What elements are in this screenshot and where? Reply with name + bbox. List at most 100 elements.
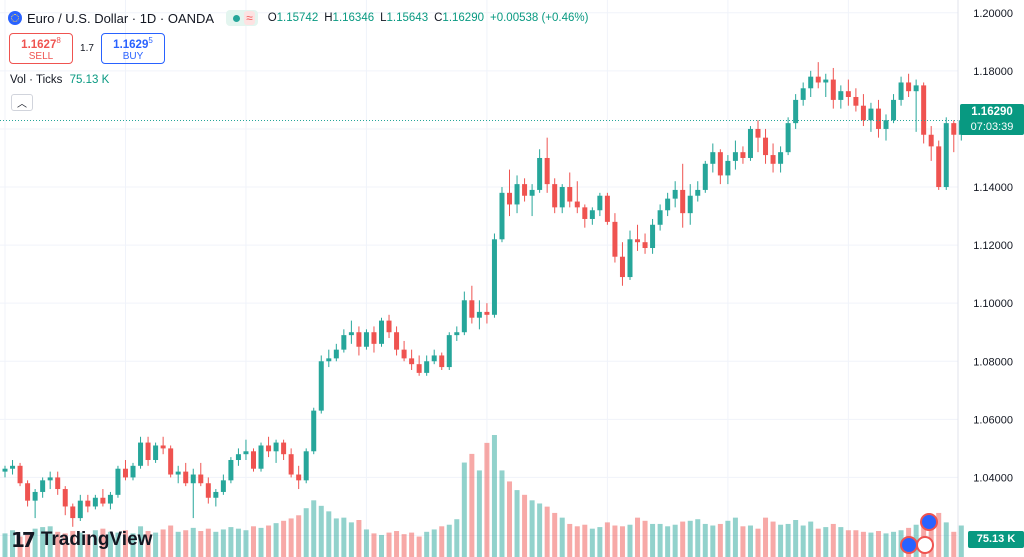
volume-bar <box>235 528 241 557</box>
volume-bar <box>394 531 400 557</box>
y-tick-label: 1.08000 <box>973 356 1013 368</box>
buy-button[interactable]: 1.16295 BUY <box>101 33 165 64</box>
volume-bar <box>371 533 377 557</box>
candle-body <box>469 300 475 318</box>
candle-body <box>875 108 881 129</box>
candle-body <box>612 221 618 257</box>
volume-bar <box>537 503 543 557</box>
volume-bar <box>273 523 279 557</box>
volume-bar <box>627 524 633 557</box>
volume-bar <box>326 511 332 557</box>
volume-bar <box>205 528 211 557</box>
sell-label: SELL <box>28 51 54 63</box>
volume-bar <box>770 521 776 557</box>
candle-body <box>311 410 317 452</box>
volume-bar <box>951 531 957 557</box>
volume-bar <box>514 490 520 557</box>
candle-body <box>250 451 256 469</box>
candle-body <box>446 335 452 368</box>
market-open-icon <box>233 14 241 22</box>
volume-bar <box>778 524 784 557</box>
y-tick-label: 1.20000 <box>973 8 1013 20</box>
volume-bar <box>213 531 219 557</box>
candle-body <box>725 160 731 176</box>
volume-legend[interactable]: Vol · Ticks 75.13 K <box>10 74 109 86</box>
candle-body <box>913 85 919 92</box>
volume-bar <box>100 528 106 557</box>
candle-body <box>130 465 136 478</box>
candle-body <box>559 187 565 208</box>
volume-bar <box>597 527 603 557</box>
candle-body <box>454 332 460 336</box>
candle-body <box>800 88 806 100</box>
candle-body <box>732 152 738 161</box>
candle-body <box>175 471 181 475</box>
volume-bar <box>499 470 505 557</box>
volume-bar <box>190 527 196 557</box>
volume-bar <box>341 517 347 557</box>
candle-body <box>499 192 505 240</box>
candle-body <box>228 460 234 481</box>
volume-bar <box>348 522 354 557</box>
collapse-button[interactable]: ︿ <box>11 94 33 111</box>
volume-bar <box>755 528 761 557</box>
volume-bar <box>544 506 550 557</box>
candle-body <box>70 506 76 519</box>
volume-bar <box>710 525 716 557</box>
candle-body <box>544 157 550 185</box>
price-change: +0.00538 (+0.46%) <box>490 12 589 24</box>
candle-body <box>484 311 490 315</box>
candle-body <box>296 474 302 481</box>
candle-body <box>476 311 482 318</box>
volume-bar <box>808 521 814 557</box>
volume-bar <box>687 520 693 557</box>
volume-bar <box>552 512 558 557</box>
candle-body <box>401 349 407 359</box>
candle-body <box>755 128 761 138</box>
volume-bar <box>461 462 467 557</box>
symbol-title[interactable]: Euro / U.S. Dollar · 1D · OANDA <box>27 10 215 26</box>
candle-body <box>619 256 625 278</box>
candle-body <box>597 195 603 211</box>
candle-body <box>778 152 784 164</box>
tradingview-logo[interactable]: 17 TradingView <box>11 528 152 552</box>
candle-body <box>288 454 294 475</box>
tradingview-logo-icon: 17 <box>11 528 36 552</box>
volume-bar <box>853 530 859 557</box>
trade-panel: 1.16278 SELL 1.7 1.16295 BUY <box>9 33 165 64</box>
volume-bar <box>642 520 648 557</box>
candle-body <box>951 123 957 135</box>
volume-bar <box>439 526 445 557</box>
candle-body <box>122 468 128 478</box>
candle-body <box>891 99 897 121</box>
volume-bar <box>830 523 836 557</box>
high-value: H1.16346 <box>324 12 375 24</box>
volume-bar <box>891 531 897 557</box>
candle-body <box>85 500 91 507</box>
candle-body <box>77 500 83 519</box>
candle-body <box>190 474 196 484</box>
sell-button[interactable]: 1.16278 SELL <box>9 33 73 64</box>
candle-body <box>371 332 377 344</box>
candle-body <box>356 332 362 347</box>
volume-bar <box>62 533 68 557</box>
volume-bar <box>258 527 264 557</box>
volume-bar <box>243 530 249 557</box>
chevron-up-icon: ︿ <box>17 99 27 110</box>
candle-body <box>883 120 889 129</box>
candle-body <box>680 189 686 214</box>
volume-bar <box>311 500 317 557</box>
volume-bars <box>2 435 964 557</box>
candle-body <box>183 471 189 484</box>
candle-body <box>213 491 219 498</box>
volume-bar <box>875 531 881 557</box>
candle-body <box>409 358 415 365</box>
volume-bar <box>401 534 407 557</box>
candle-body <box>55 477 61 490</box>
y-tick-label: 1.06000 <box>973 414 1013 426</box>
volume-bar <box>665 526 671 557</box>
volume-bar <box>288 518 294 557</box>
candle-body <box>461 300 467 333</box>
market-status[interactable]: ≈ <box>226 10 258 26</box>
